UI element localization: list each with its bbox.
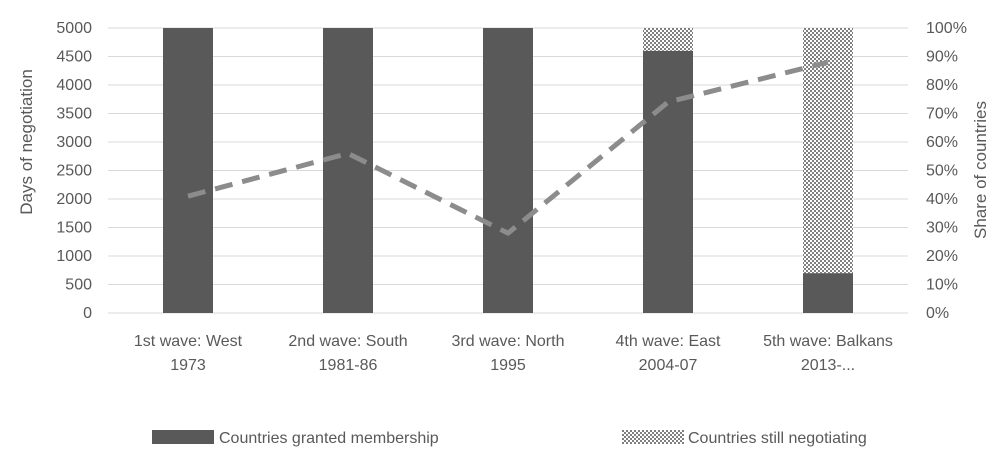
right-tick-label: 0% (926, 305, 949, 322)
x-tick-label: 3rd wave: North (452, 333, 565, 350)
bar-granted (483, 28, 533, 313)
left-tick-label: 2500 (56, 163, 92, 180)
x-tick-label: 1981-86 (319, 357, 378, 374)
left-tick-label: 3000 (56, 134, 92, 151)
x-axis-ticks: 1st wave: West 1973 2nd wave: South 1981-86… (134, 333, 893, 374)
right-tick-label: 30% (926, 220, 958, 237)
right-tick-label: 100% (926, 20, 967, 37)
legend-swatch-granted (152, 430, 214, 444)
right-tick-label: 70% (926, 106, 958, 123)
x-tick-label: 1st wave: West (134, 333, 243, 350)
left-tick-label: 3500 (56, 106, 92, 123)
left-tick-label: 4500 (56, 49, 92, 66)
x-tick-label: 5th wave: Balkans (763, 333, 893, 350)
left-tick-label: 2000 (56, 191, 92, 208)
legend: Countries granted membership Countries s… (152, 430, 867, 447)
line-series (187, 59, 829, 236)
x-tick-label: 4th wave: East (616, 333, 722, 350)
right-tick-label: 50% (926, 163, 958, 180)
legend-label-granted: Countries granted membership (219, 430, 439, 447)
bar-granted (323, 28, 373, 313)
right-axis-title: Share of countries (971, 101, 990, 239)
left-tick-label: 4000 (56, 77, 92, 94)
right-tick-label: 90% (926, 49, 958, 66)
right-tick-label: 80% (926, 77, 958, 94)
x-tick-label: 2004-07 (639, 357, 698, 374)
x-tick-label: 2013-... (801, 357, 855, 374)
bar-negotiating (803, 28, 853, 274)
bars (163, 28, 853, 314)
legend-swatch-negotiating (622, 430, 684, 444)
left-tick-label: 0 (83, 305, 92, 322)
bar-granted (643, 50, 693, 314)
left-tick-label: 1000 (56, 248, 92, 265)
left-tick-label: 1500 (56, 220, 92, 237)
bar-granted (803, 273, 853, 313)
left-tick-label: 500 (65, 277, 92, 294)
bar-negotiating (643, 28, 693, 51)
right-tick-label: 60% (926, 134, 958, 151)
right-tick-label: 20% (926, 248, 958, 265)
x-tick-label: 1973 (170, 357, 206, 374)
left-tick-label: 5000 (56, 20, 92, 37)
legend-label-negotiating: Countries still negotiating (688, 430, 867, 447)
bar-granted (163, 28, 213, 313)
right-tick-label: 40% (926, 191, 958, 208)
right-tick-label: 10% (926, 277, 958, 294)
x-tick-label: 1995 (490, 357, 526, 374)
left-axis-ticks: 0 500 1000 1500 2000 2500 3000 3500 4000 4500 5000 (56, 20, 92, 322)
x-tick-label: 2nd wave: South (288, 333, 407, 350)
left-axis-title: Days of negotiation (17, 69, 36, 215)
right-axis-ticks: 0% 10% 20% 30% 40% 50% 60% 70% 80% 90% 100% (926, 20, 967, 322)
